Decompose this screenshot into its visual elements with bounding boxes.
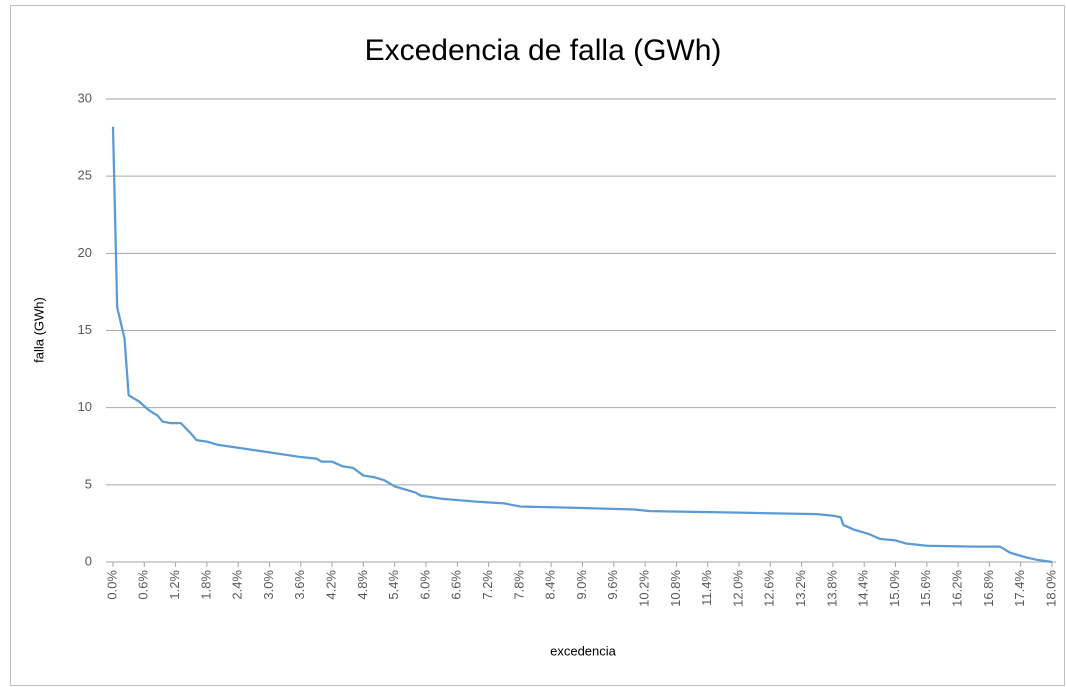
chart-title: Excedencia de falla (GWh)	[365, 34, 722, 67]
x-tick-label: 9.0%	[574, 570, 589, 600]
x-tick-label: 7.2%	[480, 570, 495, 600]
x-tick-label: 10.8%	[668, 570, 683, 607]
x-tick-label: 14.4%	[856, 570, 871, 607]
y-tick-label: 10	[78, 399, 92, 414]
x-tick-label: 16.2%	[950, 570, 965, 607]
x-tick-label: 4.2%	[324, 570, 339, 600]
x-tick-label: 1.2%	[167, 570, 182, 600]
x-tick-label: 3.0%	[261, 570, 276, 600]
y-axis-title: falla (GWh)	[31, 297, 46, 363]
x-tick-label: 2.4%	[230, 570, 245, 600]
x-tick-label: 6.0%	[417, 570, 432, 600]
x-tick-label: 6.6%	[449, 570, 464, 600]
x-tick-label: 15.0%	[887, 570, 902, 607]
y-tick-label: 15	[78, 322, 92, 337]
x-tick-label: 18.0%	[1043, 570, 1058, 607]
x-tick-label: 12.6%	[762, 570, 777, 607]
x-tick-label: 10.2%	[637, 570, 652, 607]
y-tick-label: 0	[85, 553, 92, 568]
chart-border	[10, 5, 1065, 686]
x-tick-label: 0.6%	[136, 570, 151, 600]
data-line	[111, 126, 1053, 564]
x-tick-label: 9.6%	[605, 570, 620, 600]
x-tick-label: 5.4%	[386, 570, 401, 600]
y-tick-label: 25	[78, 168, 92, 183]
x-tick-label: 16.8%	[981, 570, 996, 607]
x-tick-label: 4.8%	[355, 570, 370, 600]
x-tick-label: 17.4%	[1012, 570, 1027, 607]
x-axis-title: excedencia	[550, 643, 617, 658]
y-tick-label: 30	[78, 90, 92, 105]
y-tick-label: 5	[85, 476, 92, 491]
x-tick-label: 13.2%	[793, 570, 808, 607]
x-tick-label: 8.4%	[543, 570, 558, 600]
x-tick-label: 7.8%	[511, 570, 526, 600]
y-tick-label: 20	[78, 245, 92, 260]
x-tick-label: 13.8%	[824, 570, 839, 607]
x-tick-label: 15.6%	[918, 570, 933, 607]
x-tick-label: 3.6%	[292, 570, 307, 600]
x-tick-label: 11.4%	[699, 570, 714, 606]
x-tick-label: 0.0%	[104, 570, 119, 600]
x-tick-label: 1.8%	[198, 570, 213, 600]
x-tick-label: 12.0%	[730, 570, 745, 607]
